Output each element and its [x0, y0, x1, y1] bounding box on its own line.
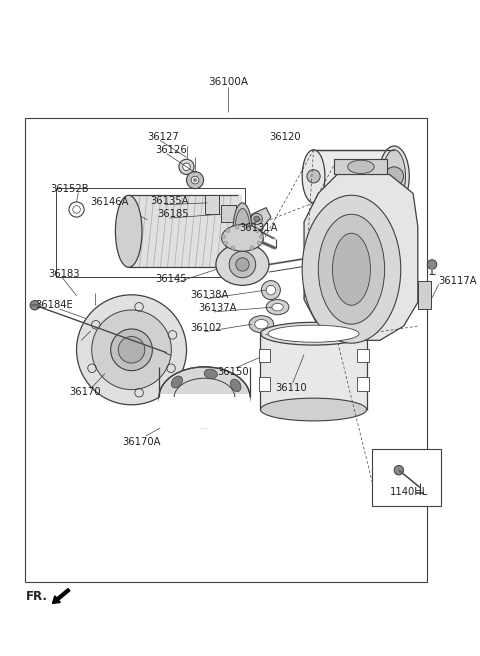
Ellipse shape	[183, 163, 190, 171]
Text: 36145: 36145	[155, 274, 187, 283]
Text: 36152B: 36152B	[50, 184, 89, 194]
Ellipse shape	[259, 235, 263, 239]
Ellipse shape	[302, 150, 325, 203]
Text: 36135A: 36135A	[151, 196, 189, 206]
Ellipse shape	[261, 322, 367, 345]
Ellipse shape	[230, 379, 241, 392]
Ellipse shape	[348, 160, 374, 173]
Text: 36183: 36183	[48, 269, 80, 279]
Bar	[313, 150, 394, 203]
Ellipse shape	[193, 178, 197, 182]
Ellipse shape	[235, 225, 239, 229]
Text: 36100A: 36100A	[208, 77, 248, 87]
Bar	[357, 377, 369, 390]
Text: 36117A: 36117A	[439, 276, 477, 285]
Ellipse shape	[249, 316, 274, 333]
Ellipse shape	[266, 300, 289, 315]
Bar	[259, 377, 270, 390]
Polygon shape	[304, 174, 418, 340]
Ellipse shape	[229, 251, 256, 277]
Ellipse shape	[394, 466, 404, 475]
Ellipse shape	[257, 241, 261, 245]
Ellipse shape	[111, 329, 152, 371]
Text: 1140HL: 1140HL	[389, 487, 428, 497]
Ellipse shape	[191, 176, 199, 184]
Ellipse shape	[318, 215, 384, 324]
Polygon shape	[221, 205, 236, 222]
Ellipse shape	[118, 337, 145, 363]
Text: 36170A: 36170A	[122, 437, 160, 447]
Ellipse shape	[76, 295, 187, 405]
Ellipse shape	[159, 367, 250, 428]
Ellipse shape	[314, 207, 322, 215]
Ellipse shape	[383, 150, 406, 203]
Text: 36138A: 36138A	[190, 290, 228, 300]
Ellipse shape	[179, 159, 194, 174]
Text: 36150: 36150	[217, 367, 249, 377]
Bar	[25, 117, 427, 582]
Text: 36102: 36102	[190, 323, 222, 333]
Ellipse shape	[204, 369, 217, 379]
Ellipse shape	[384, 167, 404, 186]
Text: 36185: 36185	[157, 209, 189, 219]
Bar	[372, 449, 441, 506]
FancyArrow shape	[52, 588, 70, 604]
Ellipse shape	[246, 225, 250, 229]
Ellipse shape	[251, 213, 263, 224]
Ellipse shape	[222, 224, 264, 251]
Text: 36146A: 36146A	[91, 197, 129, 207]
Bar	[159, 394, 250, 428]
Polygon shape	[204, 195, 219, 215]
Text: FR.: FR.	[26, 590, 48, 603]
Ellipse shape	[302, 195, 401, 343]
Ellipse shape	[226, 229, 230, 232]
Text: 36170: 36170	[69, 388, 101, 398]
Ellipse shape	[231, 246, 235, 250]
Bar	[259, 349, 270, 362]
Ellipse shape	[254, 216, 260, 222]
Ellipse shape	[268, 325, 359, 342]
Ellipse shape	[250, 246, 254, 250]
Ellipse shape	[333, 233, 371, 305]
Ellipse shape	[255, 319, 268, 329]
Ellipse shape	[307, 170, 320, 183]
Ellipse shape	[187, 172, 204, 189]
Text: 36126: 36126	[155, 145, 187, 155]
Bar	[418, 281, 431, 309]
Text: 36110: 36110	[276, 382, 307, 393]
Text: 36131A: 36131A	[240, 222, 278, 232]
Ellipse shape	[233, 203, 252, 260]
Ellipse shape	[261, 398, 367, 421]
Text: 36184E: 36184E	[35, 300, 72, 310]
Ellipse shape	[235, 209, 250, 254]
Ellipse shape	[255, 229, 259, 232]
Ellipse shape	[427, 260, 437, 269]
Text: 36120: 36120	[269, 131, 300, 142]
Ellipse shape	[224, 241, 228, 245]
Ellipse shape	[266, 285, 276, 295]
Bar	[129, 195, 242, 268]
Ellipse shape	[236, 258, 249, 271]
Ellipse shape	[262, 281, 280, 300]
Text: 36127: 36127	[148, 131, 180, 142]
Ellipse shape	[171, 376, 182, 388]
Ellipse shape	[379, 146, 409, 207]
Bar	[335, 159, 386, 174]
Ellipse shape	[272, 303, 283, 311]
Ellipse shape	[30, 300, 39, 310]
Ellipse shape	[92, 310, 171, 390]
Text: 36137A: 36137A	[198, 303, 236, 313]
Ellipse shape	[115, 195, 142, 268]
Bar	[357, 349, 369, 362]
Bar	[261, 334, 367, 409]
Ellipse shape	[222, 235, 226, 239]
Polygon shape	[249, 207, 271, 230]
Ellipse shape	[216, 243, 269, 285]
